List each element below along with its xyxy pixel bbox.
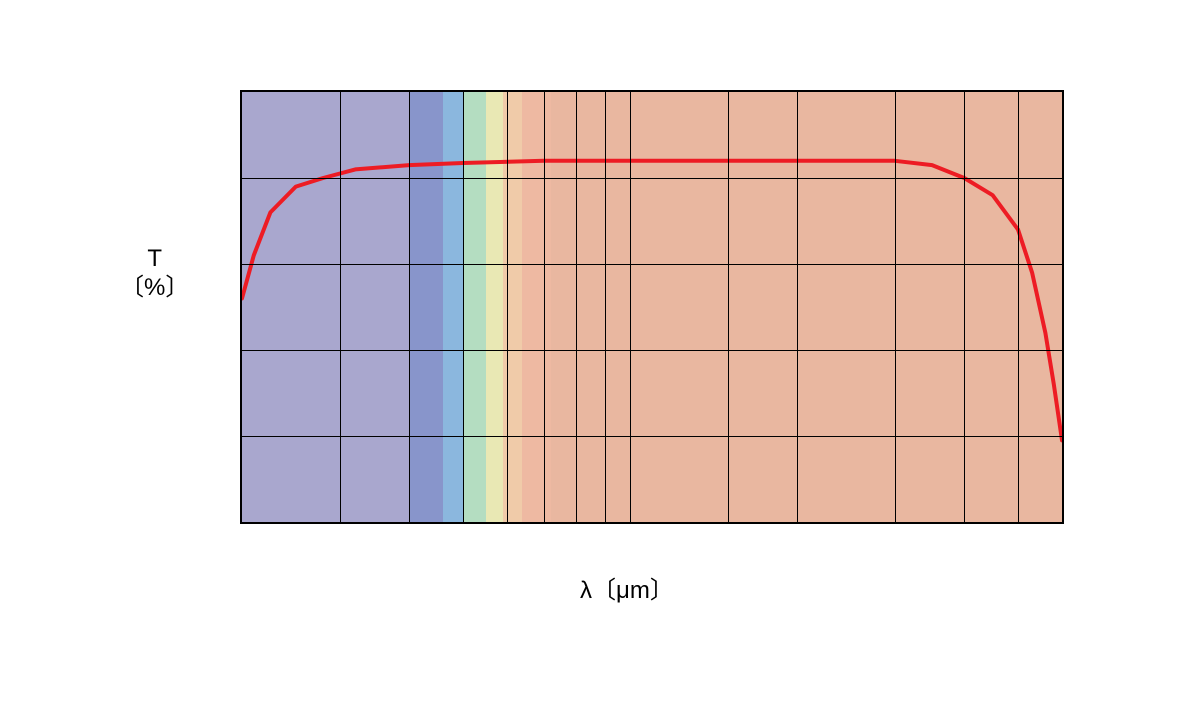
gridline-vertical xyxy=(797,92,798,522)
gridline-horizontal xyxy=(242,264,1062,265)
y-axis-label-unit: 〔%〕 xyxy=(120,274,189,303)
transmittance-curve xyxy=(242,161,1062,441)
gridline-vertical xyxy=(728,92,729,522)
transmittance-chart: T 〔%〕 0204060801000.20.30.40.50.60.81.01… xyxy=(180,70,1080,640)
y-axis-label: T 〔%〕 xyxy=(120,245,189,303)
gridline-vertical xyxy=(1018,92,1019,522)
x-axis-label: λ〔μm〕 xyxy=(580,570,674,605)
gridline-horizontal xyxy=(242,178,1062,179)
gridline-vertical xyxy=(630,92,631,522)
gridline-horizontal xyxy=(242,350,1062,351)
gridline-vertical-minor xyxy=(605,92,606,522)
gridline-vertical xyxy=(895,92,896,522)
gridline-vertical xyxy=(463,92,464,522)
curve-layer xyxy=(242,92,1062,522)
gridline-vertical xyxy=(409,92,410,522)
gridline-vertical xyxy=(340,92,341,522)
plot-area: 0204060801000.20.30.40.50.60.81.01.52.03… xyxy=(240,90,1064,524)
y-axis-label-symbol: T xyxy=(120,245,189,274)
gridline-vertical xyxy=(576,92,577,522)
gridline-vertical xyxy=(507,92,508,522)
gridline-vertical-minor xyxy=(544,92,545,522)
gridline-vertical xyxy=(964,92,965,522)
gridline-horizontal xyxy=(242,436,1062,437)
